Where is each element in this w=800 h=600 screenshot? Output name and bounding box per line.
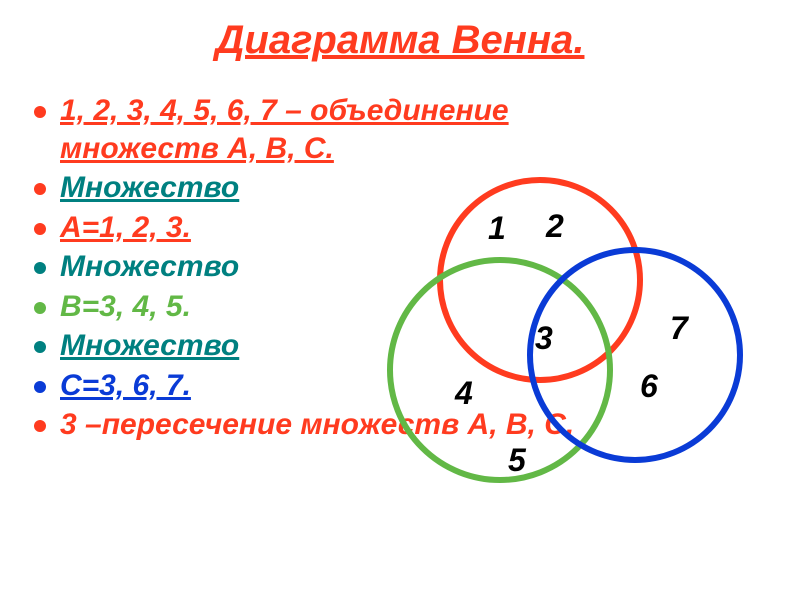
bullet-disc-icon: [34, 106, 46, 118]
venn-region-label: 4: [455, 375, 473, 412]
bullet-disc-icon: [34, 262, 46, 274]
bullet-text: С=3, 6, 7.: [60, 367, 191, 405]
bullet-disc-icon: [34, 420, 46, 432]
venn-region-label: 5: [508, 442, 526, 479]
bullet-text: 1, 2, 3, 4, 5, 6, 7 – объединение множес…: [60, 92, 620, 167]
venn-region-label: 3: [535, 320, 553, 357]
bullet-text: Множество: [60, 327, 239, 365]
bullet-disc-icon: [34, 381, 46, 393]
slide: Диаграмма Венна. 1, 2, 3, 4, 5, 6, 7 – о…: [0, 0, 800, 600]
bullet-disc-icon: [34, 223, 46, 235]
venn-circle-C: [530, 250, 740, 460]
bullet-text: Множество: [60, 169, 239, 207]
venn-region-label: 7: [670, 310, 688, 347]
slide-title: Диаграмма Венна.: [0, 18, 800, 63]
bullet-disc-icon: [34, 302, 46, 314]
venn-region-label: 1: [488, 210, 506, 247]
bullet-disc-icon: [34, 183, 46, 195]
venn-diagram: 1234567: [360, 170, 770, 510]
bullet-text: А=1, 2, 3.: [60, 209, 191, 247]
bullet-text: В=3, 4, 5.: [60, 288, 191, 326]
venn-region-label: 6: [640, 368, 658, 405]
bullet-disc-icon: [34, 341, 46, 353]
venn-svg: [360, 170, 770, 510]
venn-region-label: 2: [546, 208, 564, 245]
bullet-text: Множество: [60, 248, 239, 286]
bullet-row: 1, 2, 3, 4, 5, 6, 7 – объединение множес…: [34, 92, 774, 167]
